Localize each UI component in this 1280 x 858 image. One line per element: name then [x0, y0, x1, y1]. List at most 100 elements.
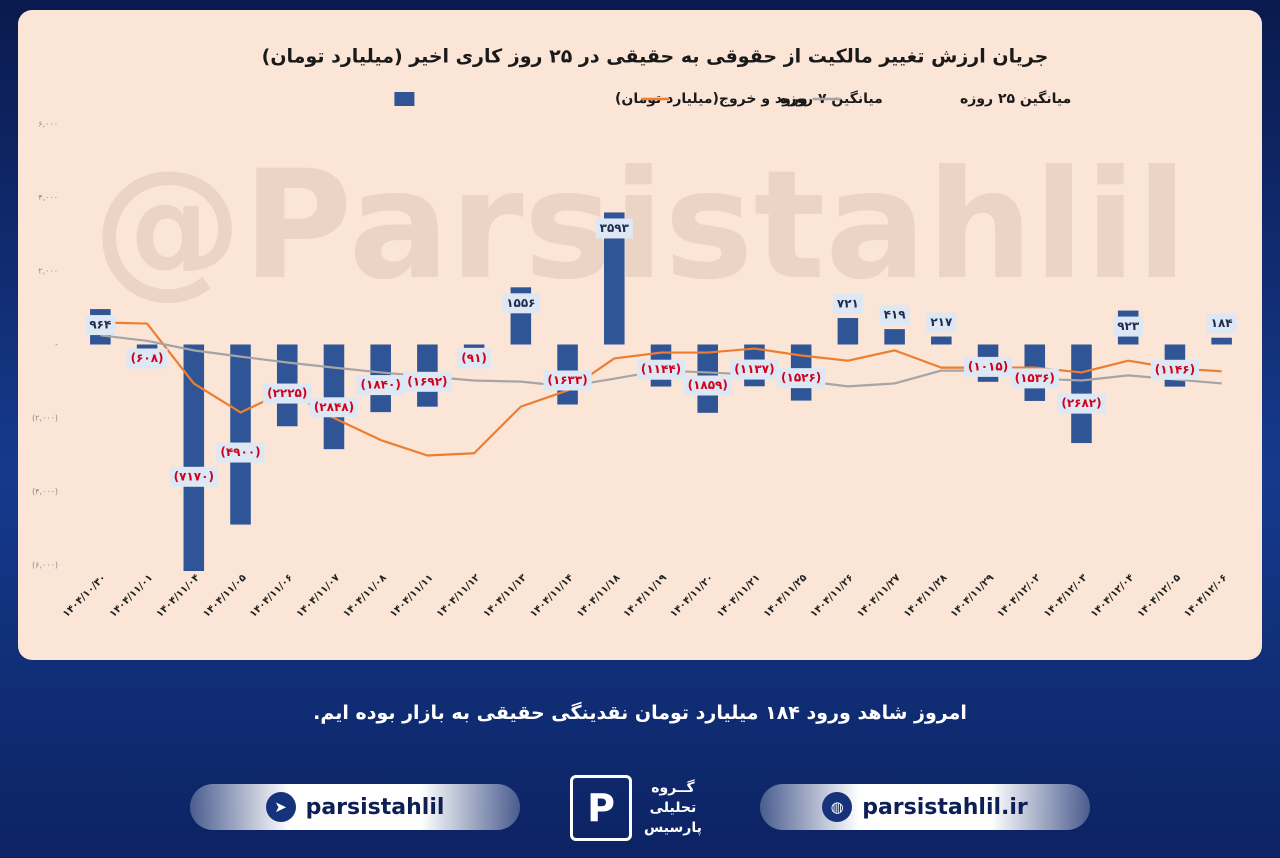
x-tick-label: ۱۴۰۴/۱۱/۲۸	[902, 572, 949, 619]
data-label-text: ۱۸۴	[1211, 316, 1233, 330]
data-label-box	[216, 442, 265, 463]
logo-text: گــروه تحلیلی پارسیس	[644, 778, 702, 838]
data-label-box	[777, 368, 826, 389]
x-tick-label: ۱۴۰۴/۱۱/۰۶	[248, 572, 295, 619]
data-label-text: (۴۹۰۰)	[220, 445, 260, 459]
data-label-text: ۳۵۹۳	[600, 221, 630, 235]
x-tick-label: ۱۴۰۴/۱۱/۲۵	[762, 572, 809, 619]
data-label-box	[403, 371, 452, 392]
data-label: ۹۲۳	[1113, 316, 1144, 337]
x-tick-label: ۱۴۰۴/۱۱/۱۱	[388, 572, 435, 619]
data-label-text: ۹۶۴	[89, 318, 111, 332]
data-label-box	[85, 315, 116, 336]
data-label-box	[126, 348, 168, 369]
data-label-text: (۱۶۳۳)	[547, 373, 587, 387]
telegram-icon: ➤	[265, 792, 296, 822]
data-label-text: ۷۲۱	[837, 297, 859, 311]
data-label-box	[457, 348, 491, 369]
x-tick-label: ۱۴۰۴/۱۱/۲۹	[949, 572, 996, 619]
x-tick-label: ۱۴۰۴/۱۱/۱۹	[622, 572, 669, 619]
data-label-text: (۲۸۴۸)	[314, 400, 354, 414]
bar	[183, 344, 205, 571]
website-link[interactable]: ◍ parsistahlil.ir	[760, 784, 1090, 830]
x-tick-label: ۱۴۰۴/۱۱/۱۴	[528, 572, 575, 619]
x-tick-label: ۱۴۰۴/۱۱/۱۳	[481, 572, 528, 619]
x-tick-label: ۱۴۰۴/۱۱/۱۲	[435, 572, 482, 619]
data-label-box	[595, 218, 633, 239]
data-label: (۱۸۵۹)	[683, 375, 732, 396]
bar	[604, 212, 625, 345]
data-label: (۲۲۲۵)	[263, 383, 312, 404]
x-tick-label: ۱۴۰۴/۱۱/۰۵	[201, 572, 248, 619]
data-label-text: ۲۱۷	[930, 315, 953, 329]
website: parsistahlil.ir	[862, 794, 1028, 820]
x-tick-label: ۱۴۰۴/۱۱/۱۸	[575, 572, 622, 619]
chart-title: جریان ارزش تغییر مالکیت از حقوقی به حقیق…	[262, 46, 1049, 68]
legend-label: ورود و خروج(میلیارد تومان)	[615, 91, 808, 107]
data-label-box	[730, 359, 779, 380]
data-label: (۹۱)	[457, 348, 491, 369]
legend-swatch	[394, 92, 415, 106]
data-label: ۹۶۴	[85, 315, 116, 336]
data-label-text: ۱۵۵۶	[506, 296, 535, 310]
data-label: (۲۶۸۲)	[1057, 393, 1106, 414]
data-label-text: (۲۶۸۲)	[1061, 396, 1101, 410]
x-tick-label: ۱۴۰۴/۱۱/۰۴	[154, 572, 201, 619]
data-label-box	[926, 312, 957, 333]
data-label: (۱۵۳۶)	[1010, 368, 1059, 389]
x-tick-label: ۱۴۰۴/۱۱/۲۱	[715, 572, 762, 619]
data-label-box	[543, 370, 592, 391]
y-tick-label: (۶,۰۰۰)	[32, 561, 58, 570]
data-label: (۱۰۱۵)	[963, 356, 1013, 377]
bar	[931, 336, 952, 345]
x-tick-label: ۱۴۰۴/۱۱/۲۰	[668, 572, 715, 619]
bar	[1211, 337, 1232, 345]
x-tick-label: ۱۴۰۴/۱۲/۰۶	[1182, 572, 1229, 619]
data-label-box	[169, 466, 218, 487]
data-label: ۲۱۷	[926, 312, 957, 333]
bar	[230, 344, 251, 525]
data-label-box	[636, 359, 686, 380]
data-label: (۱۱۳۷)	[730, 359, 779, 380]
x-tick-label: ۱۴۰۴/۱۲/۰۵	[1136, 572, 1183, 619]
y-tick-label: -	[55, 340, 58, 349]
data-label-text: (۹۱)	[461, 351, 487, 365]
data-label-text: (۱۱۴۴)	[641, 362, 681, 376]
data-label: ۴۱۹	[879, 305, 910, 326]
caption: امروز شاهد ورود ۱۸۴ میلیارد تومان نقدینگ…	[313, 702, 967, 724]
logo-line: پارسیس	[644, 820, 702, 836]
logo-mark: P	[570, 775, 632, 841]
data-label: ۱۵۵۶	[502, 293, 540, 314]
data-label-text: (۷۱۷۰)	[174, 469, 214, 483]
y-tick-label: ۴,۰۰۰	[38, 193, 58, 202]
watermark: @Parsistahlil	[92, 139, 1187, 313]
telegram-link[interactable]: ➤ parsistahlil	[190, 784, 520, 830]
x-tick-label: ۱۴۰۴/۱۱/۰۸	[341, 572, 388, 619]
web-icon: ◍	[822, 792, 853, 822]
data-label-text: (۱۵۲۶)	[781, 371, 821, 385]
data-label: (۴۹۰۰)	[216, 442, 265, 463]
data-label-text: (۱۶۹۲)	[407, 374, 447, 388]
logo-line: گــروه	[651, 780, 695, 796]
data-label: (۱۶۳۳)	[543, 370, 592, 391]
data-label-box	[832, 294, 863, 315]
data-label: (۱۱۴۶)	[1150, 359, 1200, 380]
data-label-box	[879, 305, 910, 326]
data-label-text: (۶۰۸)	[131, 351, 164, 365]
data-label-text: (۱۱۴۶)	[1155, 362, 1195, 376]
y-tick-label: ۲,۰۰۰	[38, 267, 58, 276]
x-tick-label: ۱۴۰۴/۱۱/۰۷	[295, 572, 342, 619]
data-label-box	[1206, 313, 1237, 334]
x-tick-label: ۱۴۰۴/۱۲/۰۲	[995, 572, 1042, 619]
data-label: ۳۵۹۳	[595, 218, 633, 239]
data-label-text: (۱۸۴۰)	[361, 378, 401, 392]
y-tick-label: ۶,۰۰۰	[38, 120, 58, 129]
data-label-box	[683, 375, 732, 396]
y-tick-label: (۴,۰۰۰)	[32, 487, 58, 496]
data-label-box	[1150, 359, 1200, 380]
data-label-box	[356, 375, 405, 396]
data-label-text: (۱۸۵۹)	[688, 378, 728, 392]
data-label-box	[1057, 393, 1106, 414]
telegram-handle: parsistahlil	[305, 794, 445, 820]
